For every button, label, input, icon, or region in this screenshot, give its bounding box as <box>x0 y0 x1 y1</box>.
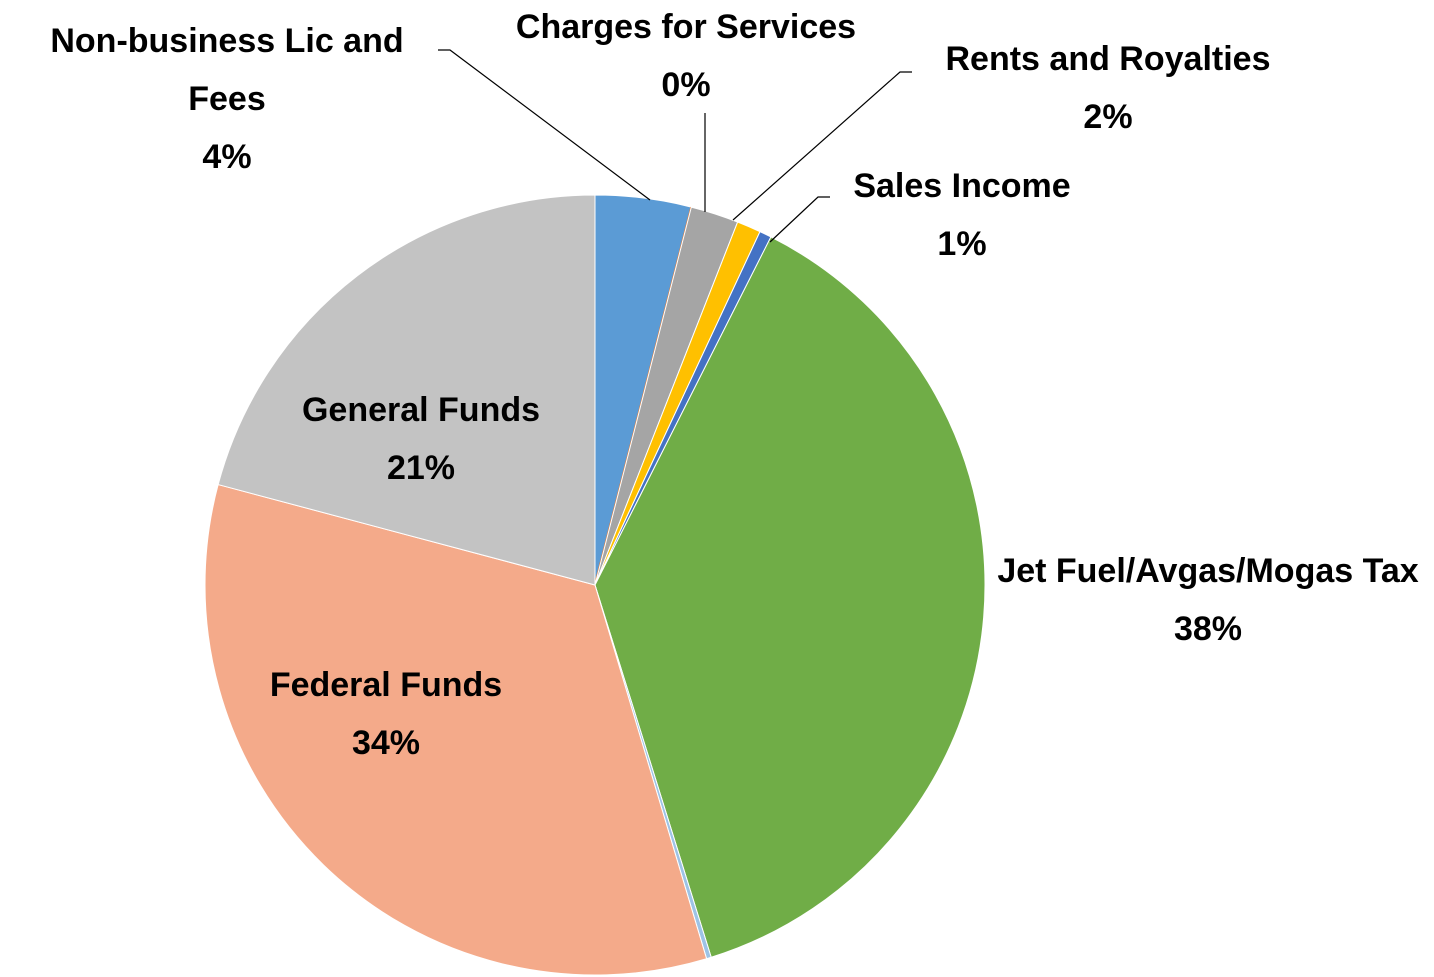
slice-name: Non-business Lic and Fees <box>50 22 404 118</box>
slice-name: Charges for Services <box>515 8 857 46</box>
slice-value: 38% <box>1173 610 1243 648</box>
slice-name: Jet Fuel/Avgas/Mogas Tax <box>997 552 1419 590</box>
leader-line <box>438 49 651 201</box>
leader-line <box>769 196 830 243</box>
slice-label: Charges for Services 0% <box>446 0 926 114</box>
pie-slice <box>594 236 986 958</box>
slice-value: 34% <box>351 724 421 762</box>
slice-label: Sales Income 1% <box>762 157 1162 273</box>
slice-name: Sales Income <box>853 167 1071 205</box>
slice-name: Rents and Royalties <box>945 40 1271 78</box>
pie <box>204 194 986 976</box>
slice-value: 2% <box>1083 98 1133 136</box>
pie-slice <box>204 483 708 976</box>
slice-value: 0% <box>661 66 711 104</box>
slice-label: Rents and Royalties 2% <box>868 30 1348 146</box>
slice-label: Jet Fuel/Avgas/Mogas Tax 38% <box>978 542 1434 658</box>
slice-label: Federal Funds 34% <box>176 656 596 772</box>
slice-value: 4% <box>202 138 252 176</box>
slice-label: General Funds 21% <box>211 381 631 497</box>
slice-value: 1% <box>937 225 987 263</box>
slice-name: Federal Funds <box>269 666 503 704</box>
slice-value: 21% <box>386 449 456 487</box>
pie-slice <box>217 194 596 586</box>
slice-label: Non-business Lic and Fees 4% <box>7 12 447 186</box>
leader-line <box>732 71 912 221</box>
slice-name: General Funds <box>301 391 541 429</box>
